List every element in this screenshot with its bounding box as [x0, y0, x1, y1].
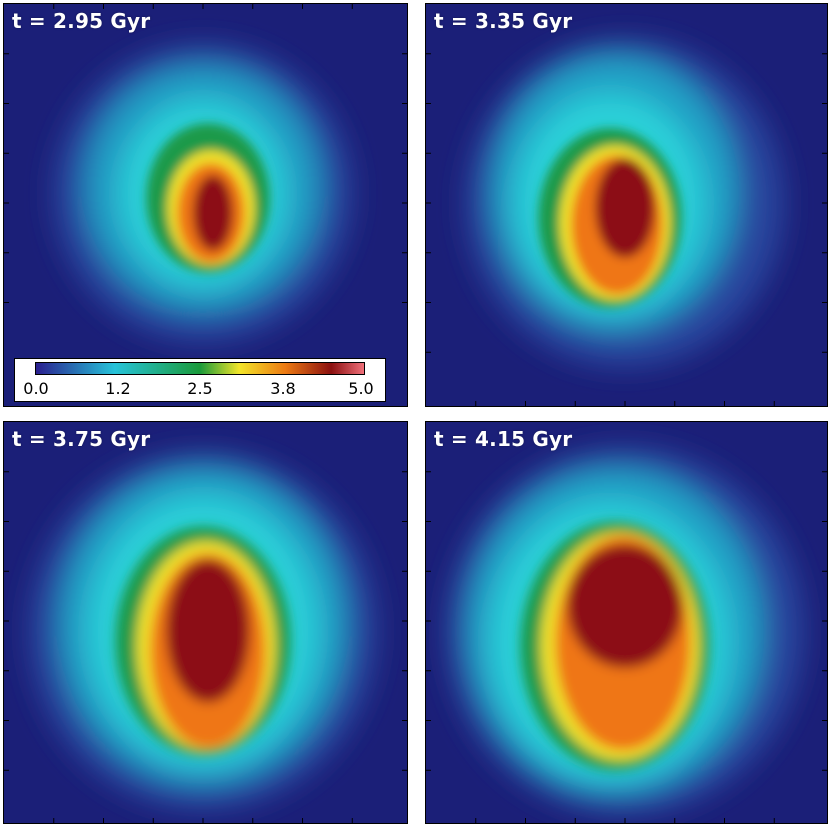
panel-t-4-15: t = 4.15 Gyr — [425, 421, 828, 824]
panel-label-3: t = 3.75 Gyr — [12, 427, 151, 451]
colorbar-tick-1: 1.2 — [105, 379, 131, 398]
panel-label-2: t = 3.35 Gyr — [434, 9, 573, 33]
panel-t-3-75: t = 3.75 Gyr — [3, 421, 408, 824]
field-image-3 — [4, 422, 407, 823]
field-image-4 — [426, 422, 827, 823]
panel-t-2-95: t = 2.95 Gyr 0.0 1.2 2.5 3.8 5.0 — [3, 3, 408, 407]
panel-label-1: t = 2.95 Gyr — [12, 9, 151, 33]
colorbar: 0.0 1.2 2.5 3.8 5.0 — [14, 358, 386, 402]
colorbar-gradient — [35, 362, 365, 375]
field-image-2 — [426, 4, 827, 406]
colorbar-tick-2: 2.5 — [187, 379, 213, 398]
panel-label-4: t = 4.15 Gyr — [434, 427, 573, 451]
colorbar-tick-4: 5.0 — [348, 379, 374, 398]
field-image-1 — [4, 4, 407, 406]
panel-t-3-35: t = 3.35 Gyr — [425, 3, 828, 407]
colorbar-tick-0: 0.0 — [23, 379, 49, 398]
colorbar-tick-3: 3.8 — [270, 379, 296, 398]
